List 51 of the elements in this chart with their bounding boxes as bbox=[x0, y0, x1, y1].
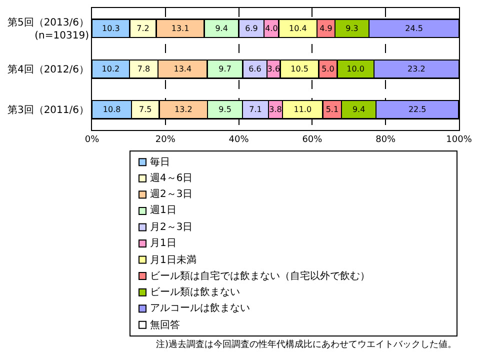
data-label: 9.7 bbox=[218, 64, 232, 74]
data-label: 7.1 bbox=[249, 105, 262, 114]
legend-label: 週4～6日 bbox=[150, 173, 193, 184]
data-label: 4.0 bbox=[265, 24, 278, 33]
legend-label: 月1日 bbox=[150, 238, 176, 249]
legend-label: 無回答 bbox=[150, 319, 180, 331]
data-label: 10.4 bbox=[288, 24, 307, 33]
legend-label: ビール類は自宅では飲まない（自宅以外で飲む） bbox=[150, 270, 370, 282]
data-label: 9.4 bbox=[352, 105, 366, 114]
data-label: 3.6 bbox=[267, 64, 280, 74]
data-label: 7.5 bbox=[139, 105, 152, 114]
data-label: 24.5 bbox=[405, 24, 423, 33]
legend-label: ビール類は飲まない bbox=[150, 286, 240, 298]
x-tick-label: 40% bbox=[228, 134, 250, 145]
y-tick-label: 第3回（2011/6） bbox=[7, 104, 89, 116]
legend-label: 週2～3日 bbox=[150, 189, 193, 200]
data-label: 23.2 bbox=[408, 64, 426, 74]
legend-label: アルコールは飲まない bbox=[150, 303, 250, 314]
data-label: 6.9 bbox=[245, 24, 258, 33]
data-label: 13.2 bbox=[174, 105, 192, 114]
legend-label: 週1日 bbox=[150, 205, 176, 216]
y-tick-label: 第5回（2013/6） (n=10319) bbox=[7, 16, 90, 42]
data-label: 9.4 bbox=[215, 24, 228, 33]
data-label: 7.8 bbox=[137, 64, 150, 74]
x-tick-label: 100% bbox=[446, 134, 472, 145]
data-label: 10.0 bbox=[346, 64, 364, 74]
data-label: 10.5 bbox=[290, 64, 308, 74]
legend-label: 毎日 bbox=[150, 156, 170, 168]
data-label: 13.1 bbox=[171, 24, 190, 33]
data-label: 13.4 bbox=[174, 64, 192, 74]
data-label: 6.6 bbox=[248, 64, 262, 74]
data-label: 22.5 bbox=[408, 105, 426, 114]
data-label: 9.3 bbox=[346, 24, 358, 33]
data-label: 3.8 bbox=[269, 105, 282, 114]
data-label: 5.0 bbox=[322, 64, 334, 74]
x-tick-label: 80% bbox=[376, 134, 396, 145]
x-tick-label: 60% bbox=[302, 134, 323, 145]
data-label: 4.9 bbox=[320, 24, 332, 33]
y-tick-label: 第4回（2012/6） bbox=[7, 64, 89, 76]
legend-label: 月2～3日 bbox=[150, 222, 193, 233]
data-label: 11.0 bbox=[294, 105, 312, 114]
data-label: 10.8 bbox=[102, 105, 121, 114]
data-label: 5.1 bbox=[326, 105, 339, 114]
x-tick-label: 0% bbox=[84, 134, 100, 145]
data-label: 10.3 bbox=[102, 24, 120, 33]
legend-label: 月1日未満 bbox=[150, 254, 196, 266]
data-label: 10.2 bbox=[102, 64, 120, 74]
data-label: 9.5 bbox=[218, 105, 232, 114]
x-tick-label: 20% bbox=[155, 134, 176, 145]
text: 注)過去調査は今回調査の性年代構成比にあわせてウエイトバックした値。 bbox=[156, 339, 457, 350]
data-label: 7.2 bbox=[136, 24, 150, 33]
